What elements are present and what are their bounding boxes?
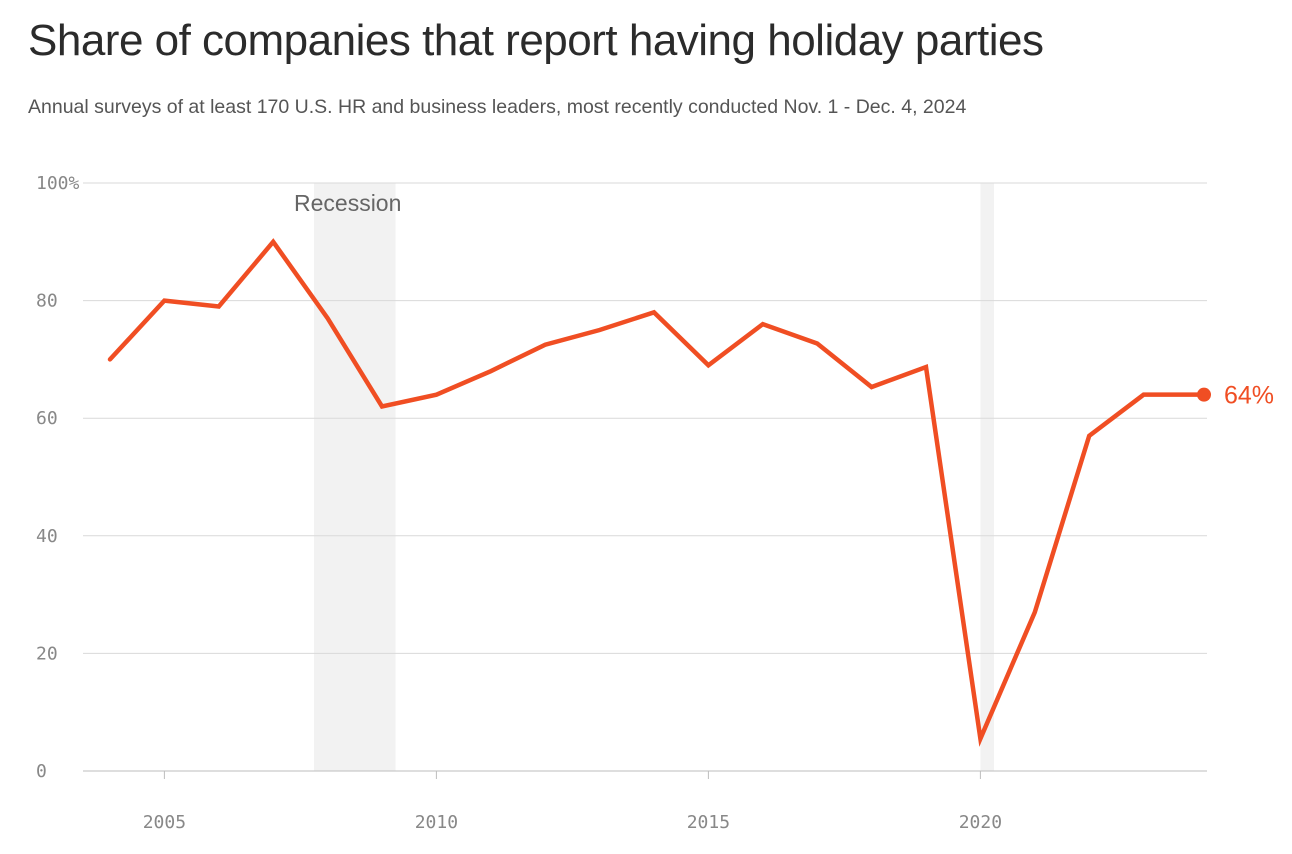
- end-point-dot: [1197, 387, 1211, 402]
- y-tick-label: 60: [36, 408, 58, 429]
- y-tick-label: 20: [36, 643, 58, 664]
- end-value-label: 64%: [1224, 382, 1274, 410]
- series-line: [107, 238, 1201, 747]
- x-tick-label: 2020: [959, 812, 1002, 833]
- y-tick-label: 80: [36, 291, 58, 312]
- x-tick-label: 2005: [143, 812, 186, 833]
- x-tick-label: 2010: [415, 812, 458, 833]
- shaded-period-0: [314, 183, 396, 771]
- y-tick-label: 100%: [36, 173, 80, 194]
- y-tick-label: 0: [36, 761, 47, 782]
- chart-subtitle: Annual surveys of at least 170 U.S. HR a…: [28, 96, 967, 118]
- shaded-period-1: [980, 183, 994, 771]
- y-tick-label: 40: [36, 526, 58, 547]
- recession-annotation: Recession: [294, 190, 401, 216]
- x-tick-label: 2015: [687, 812, 730, 833]
- chart-title: Share of companies that report having ho…: [28, 16, 1044, 65]
